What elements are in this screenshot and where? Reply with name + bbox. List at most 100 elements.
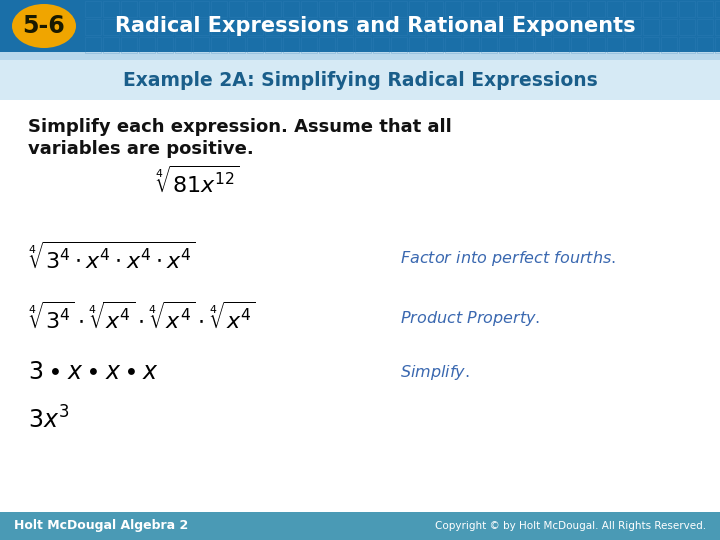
- Bar: [409, 19, 425, 35]
- Text: $\sqrt[4]{3^4} \cdot \sqrt[4]{x^4} \cdot \sqrt[4]{x^4} \cdot \sqrt[4]{x^4}$: $\sqrt[4]{3^4} \cdot \sqrt[4]{x^4} \cdot…: [28, 302, 256, 334]
- Bar: [0, 512, 720, 540]
- Bar: [0, 60, 720, 100]
- Bar: [121, 1, 137, 17]
- Bar: [0, 52, 720, 60]
- Bar: [229, 37, 245, 53]
- Bar: [283, 19, 299, 35]
- Bar: [175, 1, 191, 17]
- Bar: [553, 1, 569, 17]
- Bar: [553, 19, 569, 35]
- Bar: [301, 19, 317, 35]
- Bar: [607, 37, 623, 53]
- Bar: [553, 37, 569, 53]
- Bar: [391, 1, 407, 17]
- Bar: [571, 37, 587, 53]
- Bar: [715, 37, 720, 53]
- Bar: [589, 19, 605, 35]
- Bar: [679, 1, 695, 17]
- Bar: [463, 1, 479, 17]
- Text: $\mathit{Product\ Property.}$: $\mathit{Product\ Property.}$: [400, 308, 540, 327]
- Bar: [481, 1, 497, 17]
- Text: 5-6: 5-6: [22, 14, 66, 38]
- Bar: [499, 37, 515, 53]
- Bar: [445, 1, 461, 17]
- Bar: [661, 1, 677, 17]
- Bar: [85, 19, 101, 35]
- Bar: [679, 19, 695, 35]
- Bar: [193, 37, 209, 53]
- Bar: [265, 37, 281, 53]
- Bar: [481, 19, 497, 35]
- Bar: [301, 37, 317, 53]
- Bar: [121, 19, 137, 35]
- Bar: [355, 37, 371, 53]
- Bar: [607, 1, 623, 17]
- Bar: [103, 37, 119, 53]
- Bar: [679, 37, 695, 53]
- Bar: [373, 1, 389, 17]
- Bar: [535, 19, 551, 35]
- Bar: [301, 1, 317, 17]
- Bar: [265, 19, 281, 35]
- Bar: [265, 1, 281, 17]
- Bar: [229, 19, 245, 35]
- Bar: [355, 1, 371, 17]
- Text: $\mathit{Factor\ into\ perfect\ fourths.}$: $\mathit{Factor\ into\ perfect\ fourths.…: [400, 248, 616, 267]
- Bar: [481, 37, 497, 53]
- Bar: [337, 19, 353, 35]
- Text: $\mathit{Simplify.}$: $\mathit{Simplify.}$: [400, 362, 469, 381]
- Bar: [697, 37, 713, 53]
- Bar: [373, 37, 389, 53]
- Bar: [625, 1, 641, 17]
- Ellipse shape: [12, 4, 76, 48]
- Bar: [175, 19, 191, 35]
- Bar: [373, 19, 389, 35]
- Bar: [517, 1, 533, 17]
- Bar: [409, 37, 425, 53]
- Bar: [409, 1, 425, 17]
- Bar: [661, 37, 677, 53]
- Bar: [463, 37, 479, 53]
- Bar: [391, 19, 407, 35]
- Bar: [139, 37, 155, 53]
- Bar: [157, 37, 173, 53]
- Text: Example 2A: Simplifying Radical Expressions: Example 2A: Simplifying Radical Expressi…: [122, 71, 598, 90]
- Text: Holt McDougal Algebra 2: Holt McDougal Algebra 2: [14, 519, 188, 532]
- Bar: [589, 37, 605, 53]
- Bar: [157, 1, 173, 17]
- Bar: [337, 37, 353, 53]
- Text: variables are positive.: variables are positive.: [28, 140, 253, 158]
- Bar: [283, 37, 299, 53]
- Bar: [103, 19, 119, 35]
- Text: $3x^3$: $3x^3$: [28, 407, 69, 434]
- Text: Simplify each expression. Assume that all: Simplify each expression. Assume that al…: [28, 118, 451, 136]
- Bar: [499, 1, 515, 17]
- Bar: [427, 19, 443, 35]
- Bar: [661, 19, 677, 35]
- Bar: [463, 19, 479, 35]
- Bar: [283, 1, 299, 17]
- Bar: [247, 37, 263, 53]
- Bar: [427, 1, 443, 17]
- Bar: [211, 37, 227, 53]
- Bar: [643, 1, 659, 17]
- Bar: [643, 19, 659, 35]
- Bar: [517, 19, 533, 35]
- Text: $\sqrt[4]{81x^{12}}$: $\sqrt[4]{81x^{12}}$: [155, 166, 240, 198]
- Bar: [319, 19, 335, 35]
- Bar: [121, 37, 137, 53]
- Bar: [337, 1, 353, 17]
- Bar: [139, 19, 155, 35]
- Bar: [193, 1, 209, 17]
- Bar: [499, 19, 515, 35]
- Bar: [571, 1, 587, 17]
- Bar: [355, 19, 371, 35]
- Bar: [445, 37, 461, 53]
- Text: Radical Expressions and Rational Exponents: Radical Expressions and Rational Exponen…: [115, 16, 636, 36]
- Bar: [211, 19, 227, 35]
- Text: Copyright © by Holt McDougal. All Rights Reserved.: Copyright © by Holt McDougal. All Rights…: [435, 521, 706, 531]
- Bar: [445, 19, 461, 35]
- Bar: [193, 19, 209, 35]
- Text: $3 \bullet x \bullet x \bullet x$: $3 \bullet x \bullet x \bullet x$: [28, 360, 159, 384]
- Bar: [715, 19, 720, 35]
